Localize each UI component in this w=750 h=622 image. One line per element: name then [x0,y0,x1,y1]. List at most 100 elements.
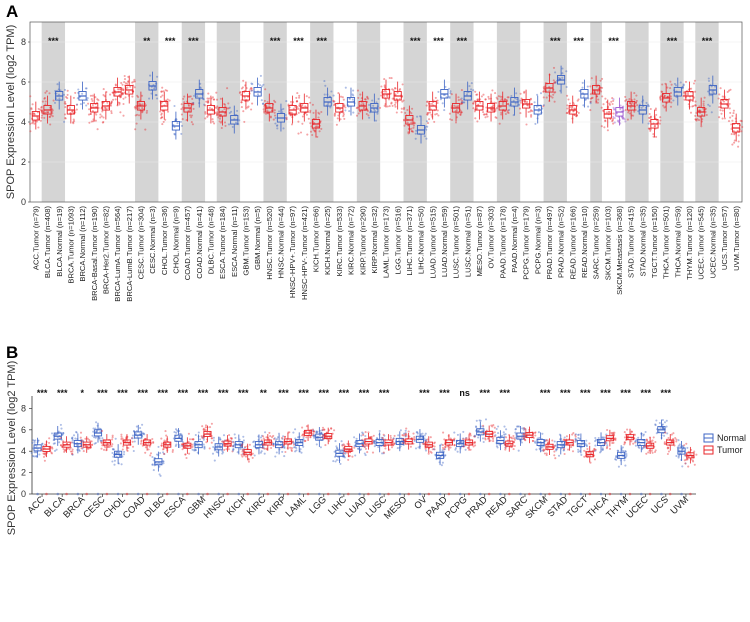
panel-b-normal-30-point [634,444,637,447]
panel-a-box-0-point [30,108,33,111]
panel-b-tumor-24-point [522,436,525,439]
panel-a-box-37-point [470,82,473,85]
panel-b-tumor-9-point [223,448,226,451]
panel-a-box-59-point [721,95,724,98]
panel-a-box-51-point [629,106,632,109]
panel-b-tumor-6-points [160,430,174,455]
panel-a-box-40-point [495,96,498,99]
panel-b-tumor-23-point [508,441,511,444]
panel-b-tumor-5-point [151,437,154,441]
panel-a-box-60-point [730,123,733,126]
panel-a-box-58-point [710,111,713,114]
panel-a-box-7-point [121,92,124,95]
panel-a-significance: *** [48,36,59,46]
panel-b-tumor-14-point [322,433,325,437]
panel-a-xtick-label: READ.Tumor (n=166) [568,206,577,280]
panel-b-normal-32-point [682,445,685,448]
panel-b-outlier-tumor [628,492,632,496]
panel-a-box-54-point [669,95,672,98]
panel-b-normal-10-point [232,445,235,448]
panel-a-box-4-point [76,103,79,106]
panel-b-normal-4-point [111,447,114,451]
panel-a-box-59-point [718,116,721,119]
panel-a-box-5-point [87,113,91,116]
panel-b-normal-9-point [218,443,221,446]
panel-b-tumor-31-point [670,433,673,436]
panel-a-box-5-point [91,103,94,107]
panel-b-tumor-16-point [371,451,375,454]
panel-a-box-46-point [575,114,579,117]
panel-a-box-15-point [204,117,207,120]
panel-a-box-34-point [426,100,429,103]
panel-b-tumor-31-point [674,436,677,440]
panel-a-box-56-point [692,82,696,85]
panel-b-normal-9-point [221,452,224,455]
panel-b-significance: *** [97,388,108,398]
panel-b-normal-22-point [474,425,478,428]
panel-b-outlier-normal [297,492,301,496]
panel-b-tumor-17-points [381,433,396,454]
panel-b-tumor-25-point [542,449,545,452]
panel-a-box-25-points [323,80,335,109]
panel-b-tumor-1-point [63,449,66,452]
panel-b-normal-24-point [514,427,517,431]
panel-b-normal-28-point [599,451,602,454]
panel-b-normal-12-points [272,432,286,458]
panel-a-box-15-point [206,97,209,100]
panel-a-box-28-point [367,114,370,117]
panel-b-normal-8-point [198,438,202,441]
panel-b-normal-3-point [101,437,104,440]
panel-b-normal-11-point [252,441,255,444]
panel-a-box-50-point [613,116,616,120]
panel-a-box-24-point [312,111,315,114]
panel-b-tumor-26-point [562,438,565,441]
panel-a-xtick-label: LAML.Tumor (n=173) [382,206,391,279]
panel-b-xtick-label: TGCT [564,493,590,519]
panel-a-box-15-point [206,101,209,104]
panel-a-box-40-point [506,109,510,112]
panel-b-significance: *** [560,388,571,398]
panel-a-box-13-point [185,119,188,122]
panel-b-tumor-17-point [389,434,392,437]
panel-a-box-43-point [535,105,538,108]
panel-b-tumor-15-point [346,451,349,454]
panel-b-tumor-8-point [200,435,203,438]
panel-a-box-0-point [33,112,36,115]
panel-a-box-0-point [29,130,32,133]
panel-b-outlier-normal [479,492,482,496]
panel-a-box-49-point [611,120,614,123]
panel-b-tumor-7-point [181,448,184,451]
panel-b-normal-30-point [644,430,647,434]
panel-b-normal-9-point [222,434,226,437]
panel-a-xtick-label: STAD.Tumor (n=415) [627,206,636,278]
panel-b-tumor-4-point [120,435,123,438]
panel-a-box-48-point [590,97,593,100]
panel-a-box-27-point [344,109,347,112]
panel-a-box-0-point [40,106,43,109]
panel-b-tumor-30-point [643,445,646,448]
panel-a-box-49-point [604,97,607,100]
panel-a-box-36-point [455,109,458,112]
panel-b-tumor-18-point [401,438,404,441]
panel-a-box-9-point [139,103,142,106]
panel-b-normal-13-point [297,440,300,443]
panel-a-box-1-point [44,103,47,106]
panel-b-tumor-16-point [367,431,370,434]
panel-b-normal-27-point [577,436,580,439]
panel-a-box-12-point [173,132,176,135]
panel-a-box-24-point [317,116,320,119]
panel-b-outlier-tumor [689,492,692,496]
panel-a-box-38-point [482,113,485,116]
panel-a-group-shade [41,22,66,202]
panel-b-tumor-12-point [288,431,291,434]
panel-b-tumor-31-point [675,438,678,441]
panel-a-box-55-point [681,86,684,89]
panel-a-box-56-point [689,111,693,114]
panel-b-significance: *** [379,388,390,398]
panel-a-box-59-point [727,89,731,92]
panel-a-box-60-point [731,114,734,117]
panel-b-normal-2-point [75,431,78,434]
panel-b-normal-10-point [242,439,245,442]
panel-b-normal-26-point [554,444,557,447]
panel-b-tumor-23-point [512,441,516,444]
